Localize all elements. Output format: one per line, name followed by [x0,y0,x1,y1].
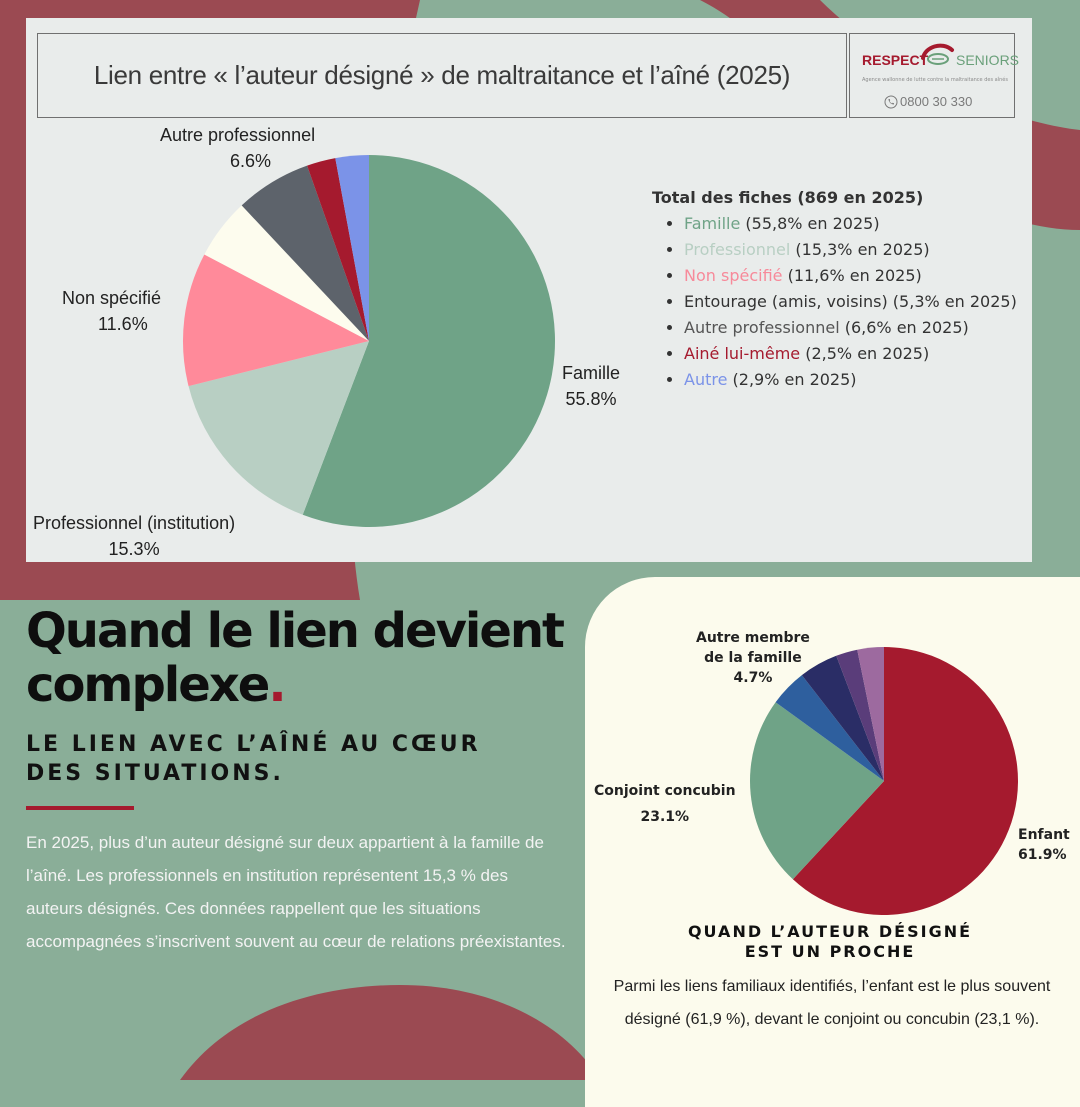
pie1-label-non-specifie-value: 11.6% [98,314,148,334]
legend-item: Professionnel (15,3% en 2025) [684,237,1017,263]
pie1-label-famille-value: 55.8% [565,389,617,409]
proche-subtitle-line2: EST UN PROCHE [744,942,916,961]
legend-item-name: Autre [684,370,728,389]
legend-item-value: (15,3% en 2025) [790,240,930,259]
pie1-label-famille-name: Famille [562,363,621,383]
legend-item-name: Entourage (amis, voisins) [684,292,888,311]
chart-title-box: Lien entre « l’auteur désigné » de maltr… [37,33,847,118]
pie1-slice-6 [335,155,369,341]
headline-word: complexe [26,657,270,713]
legend-item-name: Famille [684,214,741,233]
pie-chart-proche [749,647,1018,915]
subhead-line-1: LE LIEN AVEC L’AÎNÉ AU CŒUR [26,732,481,757]
legend-item: Autre (2,9% en 2025) [684,367,1017,393]
pie2-slice-3 [801,655,884,781]
pie-chart-auteurs [183,155,556,527]
pie1-slice-3 [204,205,369,341]
legend-item-value: (2,9% en 2025) [727,370,857,389]
pie2-slice-0 [792,647,1018,915]
phone-icon [884,95,898,109]
logo-brand-right: SENIORS [956,52,1020,68]
pie1-label-professionnel-value: 15.3% [108,539,160,559]
pie1-label-non-specifie: Non spécifié 11.6% [62,285,161,337]
pie2-label-enfant: Enfant 61.9% [1018,825,1070,865]
pie2-slice-5 [857,647,884,781]
pie1-label-autre-professionnel: Autre professionnel 6.6% [160,122,315,174]
legend-item-value: (55,8% en 2025) [740,214,880,233]
pie1-slice-4 [241,165,369,341]
pie2-label-enfant-value: 61.9% [1018,847,1067,863]
proche-subtitle-line1: QUAND L’AUTEUR DÉSIGNÉ [687,922,973,941]
legend-item-value: (6,6% en 2025) [839,318,969,337]
logo-phone-number: 0800 30 330 [900,94,973,109]
pie2-slice-1 [749,702,884,880]
pie2-label-conjoint-name: Conjoint concubin [594,783,736,799]
pie1-label-professionnel-name: Professionnel (institution) [33,513,236,533]
legend-item: Autre professionnel (6,6% en 2025) [684,315,1017,341]
pie1-slice-1 [188,341,369,515]
pie2-label-autre-line1: Autre membre [696,630,810,646]
pie2-slice-4 [836,649,884,781]
legend-item-name: Ainé lui-même [684,344,801,363]
legend-item-name: Professionnel [684,240,791,259]
legend-item: Ainé lui-même (2,5% en 2025) [684,341,1017,367]
legend-item: Entourage (amis, voisins) (5,3% en 2025) [684,289,1017,315]
logo-swoosh-icon [921,43,954,65]
legend-list: Famille (55,8% en 2025)Professionnel (15… [652,211,1017,393]
pie2-slice-2 [775,675,884,781]
logo-brand-left: RESPECT [862,52,929,68]
section-paragraph: En 2025, plus d’un auteur désigné sur de… [26,833,566,951]
headline-line-1: Quand le lien devient [26,603,565,659]
legend-title: Total des fiches (869 en 2025) [652,188,924,207]
headline-dot: . [268,657,286,713]
pie2-label-autre-membre: Autre membre de la famille 4.7% [696,628,810,688]
pie1-legend: Total des fiches (869 en 2025) Famille (… [652,188,1017,393]
pie2-label-enfant-name: Enfant [1018,827,1070,843]
legend-item-value: (5,3% en 2025) [887,292,1017,311]
pie1-slice-2 [183,254,369,387]
legend-item: Famille (55,8% en 2025) [684,211,1017,237]
logo-respect-seniors: RESPECT SENIORS Agence wallonne de lutte… [849,33,1019,118]
logo-tagline: Agence wallonne de lutte contre la maltr… [862,77,1008,83]
bg-blob-bottom [180,985,600,1080]
proche-paragraph: Parmi les liens familiaux identifiés, l’… [613,978,1051,1028]
pie1-label-professionnel: Professionnel (institution) 15.3% [33,510,235,562]
pie2-label-conjoint: Conjoint concubin 23.1% [594,781,736,827]
chart-title: Lien entre « l’auteur désigné » de maltr… [93,60,791,90]
pie1-slice-0 [302,155,556,527]
pie2-label-autre-value: 4.7% [733,670,773,686]
pie2-label-autre-line2: de la famille [704,650,802,666]
pie1-slice-5 [307,158,369,341]
pie2-label-conjoint-value: 23.1% [640,809,690,825]
pie1-label-non-specifie-name: Non spécifié [62,288,162,308]
legend-item: Non spécifié (11,6% en 2025) [684,263,1017,289]
section-subhead: LE LIEN AVEC L’AÎNÉ AU CŒUR DES SITUATIO… [26,730,481,788]
pie1-label-autre-professionnel-value: 6.6% [230,151,272,171]
divider-rule [26,806,134,810]
subhead-line-2: DES SITUATIONS. [26,761,284,786]
proche-subtitle: QUAND L’AUTEUR DÉSIGNÉ EST UN PROCHE [640,922,1020,962]
legend-item-value: (2,5% en 2025) [800,344,930,363]
pie1-label-famille: Famille 55.8% [562,360,620,412]
pie1-label-autre-professionnel-name: Autre professionnel [160,125,316,145]
headline-line-2: complexe. [26,658,563,712]
legend-item-name: Non spécifié [684,266,783,285]
legend-item-name: Autre professionnel [684,318,840,337]
legend-item-value: (11,6% en 2025) [782,266,922,285]
section-headline: Quand le lien devient complexe. [26,603,565,712]
